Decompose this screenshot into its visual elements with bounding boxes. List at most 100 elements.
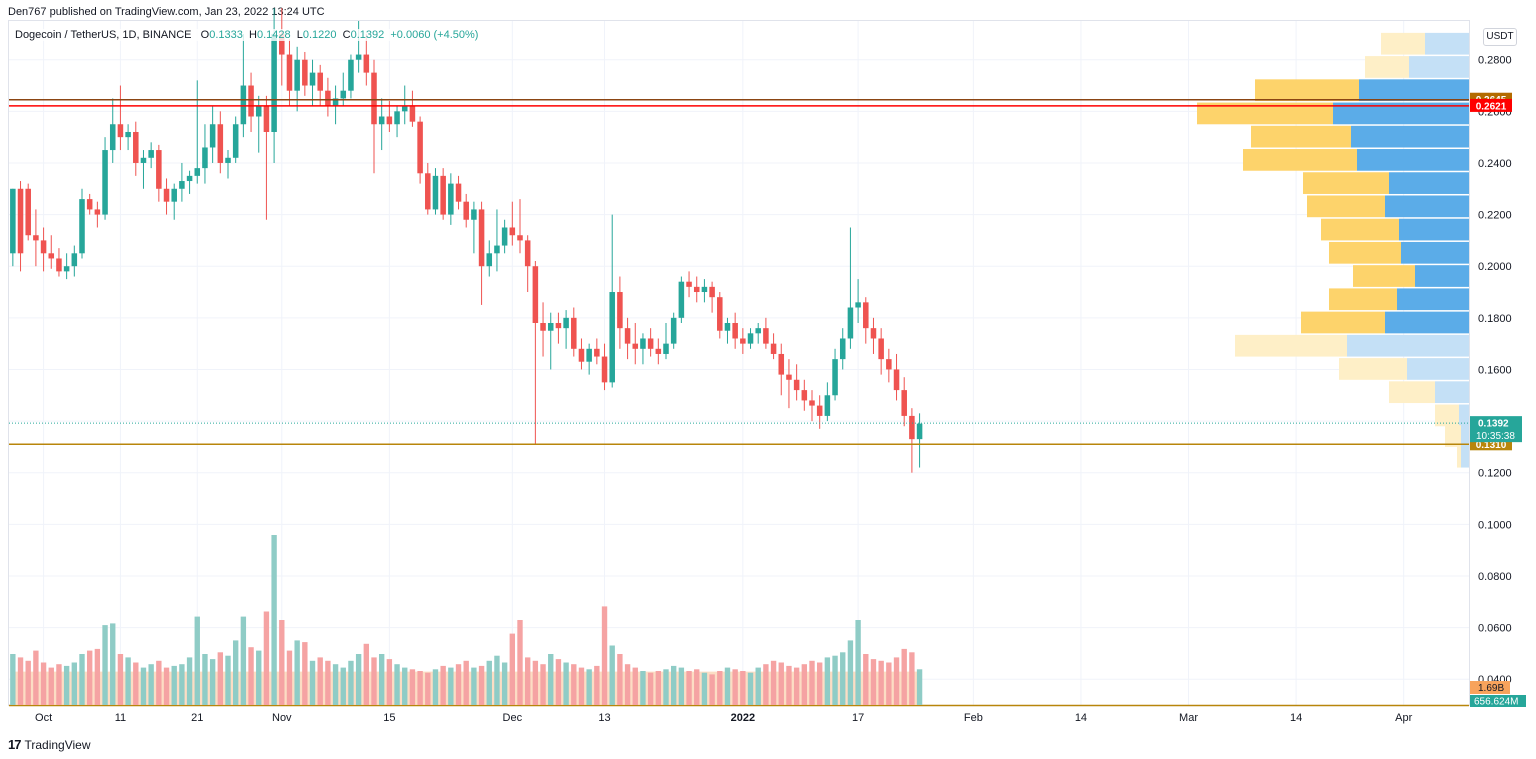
currency-selector[interactable]: USDT — [1483, 28, 1517, 46]
x-tick-label: 14 — [1290, 712, 1302, 724]
volume-bar — [394, 664, 399, 705]
volume-bar — [571, 664, 576, 705]
candle-body — [486, 253, 492, 266]
candle-body — [548, 323, 554, 331]
volume-profile-up-bar — [1425, 33, 1469, 55]
volume-bar — [832, 656, 837, 705]
volume-bar — [302, 642, 307, 705]
volume-bar — [425, 673, 430, 705]
volume-bar — [79, 654, 84, 705]
candle-body — [356, 55, 362, 60]
candle-body — [886, 359, 892, 369]
volume-bar — [556, 659, 561, 705]
candle-body — [556, 323, 562, 328]
volume-bar — [702, 673, 707, 705]
volume-bar — [118, 654, 123, 705]
y-tick-label: 0.0800 — [1478, 571, 1512, 583]
candle-body — [878, 338, 884, 359]
candle-body — [809, 400, 815, 405]
candle-body — [379, 117, 385, 125]
volume-bar — [417, 671, 422, 705]
volume-profile-up-bar — [1385, 312, 1469, 334]
volume-bar — [156, 661, 161, 705]
candle-body — [302, 60, 308, 86]
volume-bar — [471, 668, 476, 705]
candle-body — [371, 73, 377, 125]
volume-profile-up-bar — [1435, 381, 1469, 403]
candle-body — [648, 338, 654, 348]
candle-body — [425, 173, 431, 209]
volume-bar — [525, 657, 530, 705]
volume-bar — [64, 666, 69, 705]
volume-bar — [464, 661, 469, 705]
volume-profile-up-bar — [1399, 219, 1469, 241]
volume-bar — [364, 644, 369, 705]
countdown-label: 10:35:38 — [1476, 431, 1515, 442]
volume-bar — [233, 640, 238, 705]
volume-bar — [617, 654, 622, 705]
volume-bar — [202, 654, 207, 705]
volume-bar — [241, 617, 246, 705]
volume-bar — [95, 649, 100, 705]
volume-bar — [248, 647, 253, 705]
y-tick-label: 0.2800 — [1478, 55, 1512, 67]
volume-bar — [709, 674, 714, 705]
volume-bar — [356, 654, 361, 705]
candle-body — [64, 266, 70, 271]
tradingview-logo[interactable]: 17 TradingView — [8, 737, 91, 752]
close-value: 0.1392 — [351, 29, 385, 41]
candle-body — [502, 227, 508, 245]
candle-body — [786, 375, 792, 380]
volume-bar — [141, 668, 146, 705]
price-chart[interactable]: 0.28000.26000.24000.22000.20000.18000.16… — [0, 0, 1536, 759]
volume-profile-down-bar — [1307, 195, 1385, 217]
volume-bar — [10, 654, 15, 705]
volume-bar — [671, 666, 676, 705]
candle-body — [763, 328, 769, 343]
volume-bar — [586, 669, 591, 705]
x-tick-label: 14 — [1075, 712, 1087, 724]
volume-bar — [41, 663, 46, 706]
x-tick-label: Feb — [964, 712, 983, 724]
candle-body — [802, 390, 808, 400]
volume-bar — [172, 666, 177, 705]
candle-body — [194, 168, 200, 176]
candle-body — [471, 209, 477, 219]
volume-profile-down-bar — [1321, 219, 1399, 241]
y-tick-label: 0.2200 — [1478, 210, 1512, 222]
volume-bar — [371, 657, 376, 705]
volume-bar — [563, 663, 568, 706]
candle-body — [133, 132, 139, 163]
volume-bar — [648, 673, 653, 705]
volume-profile-down-bar — [1381, 33, 1425, 55]
volume-bar — [218, 652, 223, 705]
candle-body — [717, 297, 723, 331]
candle-body — [901, 390, 907, 416]
volume-bar — [479, 666, 484, 705]
volume-bar — [310, 661, 315, 705]
volume-profile-up-bar — [1461, 446, 1469, 468]
candle-body — [410, 106, 416, 121]
volume-bar — [848, 640, 853, 705]
volume-bar — [794, 668, 799, 705]
candle-body — [709, 287, 715, 297]
volume-bar — [125, 657, 130, 705]
candle-body — [510, 227, 516, 235]
candle-body — [917, 424, 923, 439]
candle-body — [571, 318, 577, 349]
candle-body — [317, 73, 323, 91]
candle-body — [494, 246, 500, 254]
volume-bar — [49, 668, 54, 705]
candle-body — [825, 395, 831, 416]
candle-body — [25, 189, 31, 235]
volume-bar — [502, 663, 507, 706]
last-price-label: 0.1392 — [1478, 419, 1509, 430]
candle-body — [187, 176, 193, 181]
candle-body — [617, 292, 623, 328]
symbol-name[interactable]: Dogecoin / TetherUS, 1D, BINANCE — [15, 29, 191, 41]
volume-bar — [809, 661, 814, 705]
candle-body — [840, 338, 846, 359]
ohlc-legend: Dogecoin / TetherUS, 1D, BINANCE O0.1333… — [15, 29, 478, 41]
candle-body — [794, 380, 800, 390]
candle-body — [225, 158, 231, 163]
